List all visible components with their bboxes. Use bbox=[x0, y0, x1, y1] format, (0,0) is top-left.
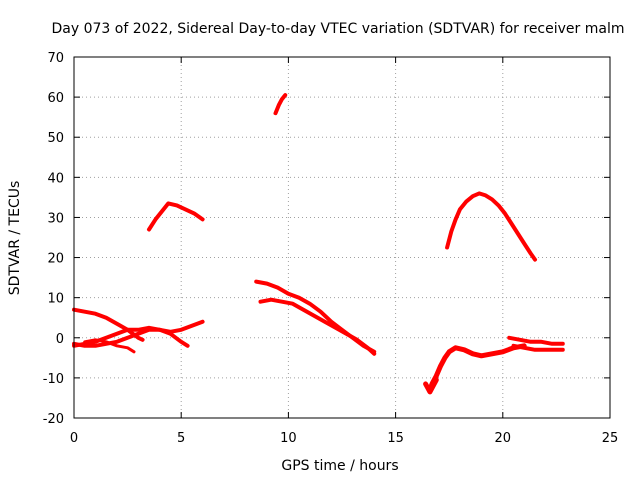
y-tick-label: 10 bbox=[47, 292, 64, 307]
chart-title: Day 073 of 2022, Sidereal Day-to-day VTE… bbox=[52, 21, 625, 37]
x-tick-label: 0 bbox=[70, 431, 78, 446]
y-tick-label: 20 bbox=[47, 252, 64, 267]
x-tick-label: 10 bbox=[280, 431, 297, 446]
x-tick-label: 20 bbox=[495, 431, 512, 446]
series-arc-high-short bbox=[273, 93, 288, 116]
series-arc-evening-dome bbox=[445, 191, 537, 262]
x-tick-label: 5 bbox=[177, 431, 185, 446]
series-group bbox=[72, 93, 565, 395]
y-tick-labels: -20 -10 0 10 20 30 40 50 60 70 bbox=[43, 51, 64, 427]
x-tick-label: 25 bbox=[602, 431, 619, 446]
series-arc-late-lower bbox=[511, 343, 565, 352]
x-tick-labels: 0 5 10 15 20 25 bbox=[70, 431, 618, 446]
x-tick-label: 15 bbox=[387, 431, 404, 446]
x-axis-label: GPS time / hours bbox=[281, 458, 398, 474]
y-tick-label: 70 bbox=[47, 51, 64, 66]
y-tick-label: 0 bbox=[56, 332, 64, 347]
series-arc-early-base bbox=[72, 327, 190, 348]
series-arc-midday-lower bbox=[258, 297, 377, 356]
y-tick-label: 40 bbox=[47, 171, 64, 186]
series-arc-morning-peak bbox=[147, 201, 205, 232]
grid-lines bbox=[74, 57, 610, 418]
series-arc-early-mid bbox=[72, 319, 205, 348]
y-tick-label: -20 bbox=[43, 412, 64, 427]
series-arc-late-upper bbox=[507, 335, 565, 346]
series-arc-night-hook bbox=[427, 343, 527, 393]
plot-frame bbox=[73, 56, 611, 419]
y-tick-label: 60 bbox=[47, 91, 64, 106]
y-tick-label: -10 bbox=[43, 372, 64, 387]
axis-ticks bbox=[73, 56, 611, 419]
series-arc-early-dip bbox=[83, 338, 136, 354]
y-axis-label: SDTVAR / TECUs bbox=[7, 181, 23, 296]
y-tick-label: 50 bbox=[47, 131, 64, 146]
y-tick-label: 30 bbox=[47, 211, 64, 226]
series-arc-night-tail bbox=[423, 377, 439, 395]
